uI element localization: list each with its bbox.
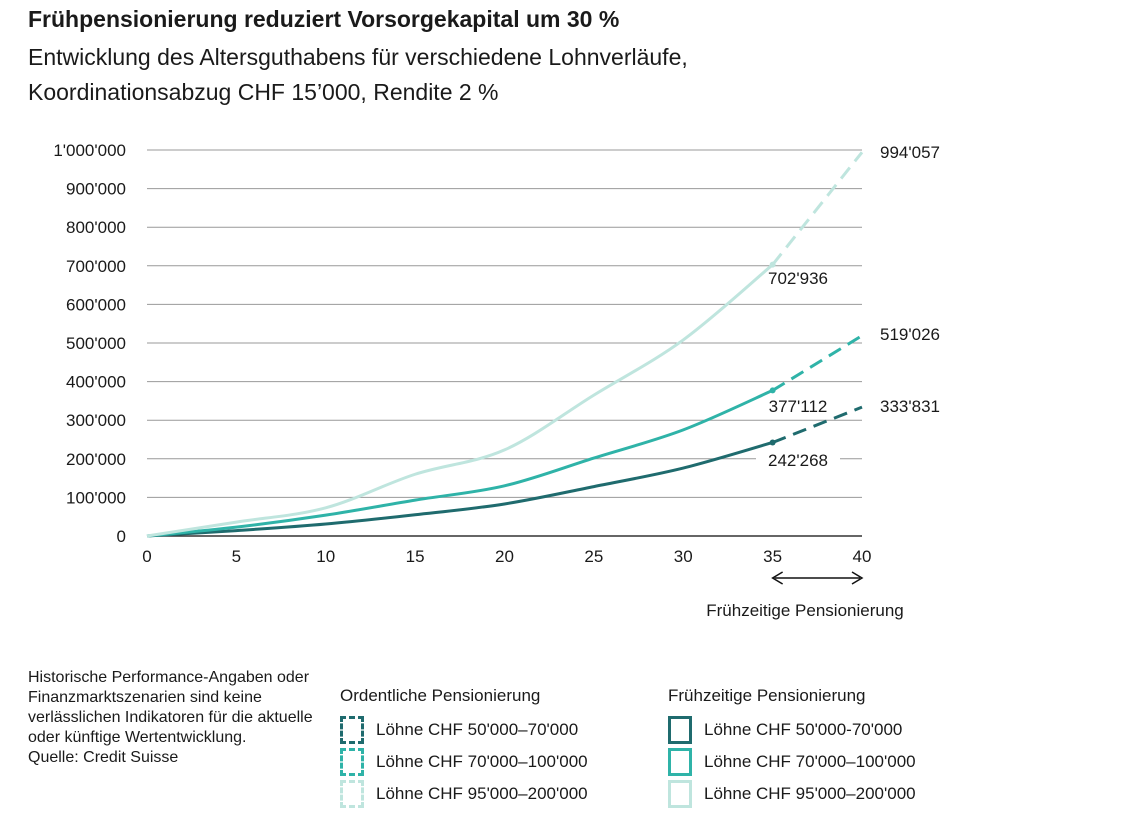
x-tick-label: 5 <box>232 547 241 566</box>
y-tick-label: 500'000 <box>66 334 126 353</box>
disclaimer-text: Historische Performance-Angaben oder Fin… <box>28 669 313 746</box>
legend-title: Frühzeitige Pensionierung <box>668 686 866 705</box>
data-label: 994'057 <box>880 143 940 162</box>
legend-ordinary: Ordentliche Pensionierung Löhne CHF 50'0… <box>340 686 588 810</box>
legend-swatch <box>668 716 692 744</box>
y-tick-label: 800'000 <box>66 218 126 237</box>
x-tick-label: 20 <box>495 547 514 566</box>
legend-label: Löhne CHF 70'000–100'000 <box>376 752 588 771</box>
x-tick-label: 40 <box>853 547 872 566</box>
subtitle-line: Entwicklung des Altersguthabens für vers… <box>28 44 688 70</box>
annotation: Frühzeitige Pensionierung <box>706 601 904 620</box>
x-tick-label: 10 <box>316 547 335 566</box>
label-bg <box>756 450 840 472</box>
series-marker <box>769 387 776 394</box>
legend-swatch <box>668 748 692 776</box>
legend-item: Löhne CHF 95'000–200'000 <box>340 778 588 810</box>
series-dashed-line <box>771 334 863 392</box>
series-dashed-line <box>771 151 864 266</box>
y-tick-label: 300'000 <box>66 411 126 430</box>
data-label: 242'268 <box>768 451 828 470</box>
y-tick-label: 700'000 <box>66 257 126 276</box>
series-line <box>146 441 774 538</box>
chart-subtitle: Entwicklung des Altersguthabens für vers… <box>28 40 928 110</box>
legend-item: Löhne CHF 50'000-70'000 <box>668 714 916 746</box>
y-tick-label: 600'000 <box>66 295 126 314</box>
legend-label: Löhne CHF 95'000–200'000 <box>376 784 588 803</box>
legend-title: Ordentliche Pensionierung <box>340 686 541 705</box>
y-tick-label: 900'000 <box>66 180 126 199</box>
legend-swatch <box>340 780 364 808</box>
data-label: 519'026 <box>880 325 940 344</box>
disclaimer: Historische Performance-Angaben oder Fin… <box>28 668 318 768</box>
subtitle-line: Koordinationsabzug CHF 15’000, Rendite 2… <box>28 79 499 105</box>
y-tick-label: 1'000'000 <box>53 141 126 160</box>
arrow-head-right <box>851 571 864 585</box>
legend-item: Löhne CHF 70'000–100'000 <box>668 746 916 778</box>
y-tick-label: 100'000 <box>66 488 126 507</box>
y-tick-label: 200'000 <box>66 450 126 469</box>
legend-item: Löhne CHF 95'000–200'000 <box>668 778 916 810</box>
y-tick-label: 400'000 <box>66 373 126 392</box>
series-marker <box>769 439 776 446</box>
x-tick-label: 30 <box>674 547 693 566</box>
series-marker <box>769 261 776 268</box>
series-dashed-line <box>772 405 863 444</box>
series-line <box>146 389 774 538</box>
chart-title: Frühpensionierung reduziert Vorsorgekapi… <box>28 6 620 32</box>
data-label: 333'831 <box>880 397 940 416</box>
legend-item: Löhne CHF 50'000–70'000 <box>340 714 588 746</box>
legend-swatch <box>668 780 692 808</box>
series-line <box>146 263 774 538</box>
legend-label: Löhne CHF 70'000–100'000 <box>704 752 916 771</box>
data-label: 377'112 <box>769 397 828 416</box>
source-text: Quelle: Credit Suisse <box>28 749 179 766</box>
legend-early: Frühzeitige Pensionierung Löhne CHF 50'0… <box>668 686 916 810</box>
legend-swatch <box>340 748 364 776</box>
x-tick-label: 35 <box>763 547 782 566</box>
legend-label: Löhne CHF 50'000–70'000 <box>376 720 579 739</box>
x-tick-label: 15 <box>406 547 425 566</box>
arrow-head-left <box>771 571 784 585</box>
legend-label: Löhne CHF 95'000–200'000 <box>704 784 916 803</box>
line-chart: 0 100'000 200'000 300'000 400'000 500'000 600'… <box>53 141 940 620</box>
data-label: 702'936 <box>768 269 828 288</box>
legend-item: Löhne CHF 70'000–100'000 <box>340 746 588 778</box>
x-tick-label: 25 <box>584 547 603 566</box>
y-tick-label: 0 <box>117 527 126 546</box>
legend-swatch <box>340 716 364 744</box>
x-tick-label: 0 <box>142 547 151 566</box>
legend-label: Löhne CHF 50'000-70'000 <box>704 720 903 739</box>
